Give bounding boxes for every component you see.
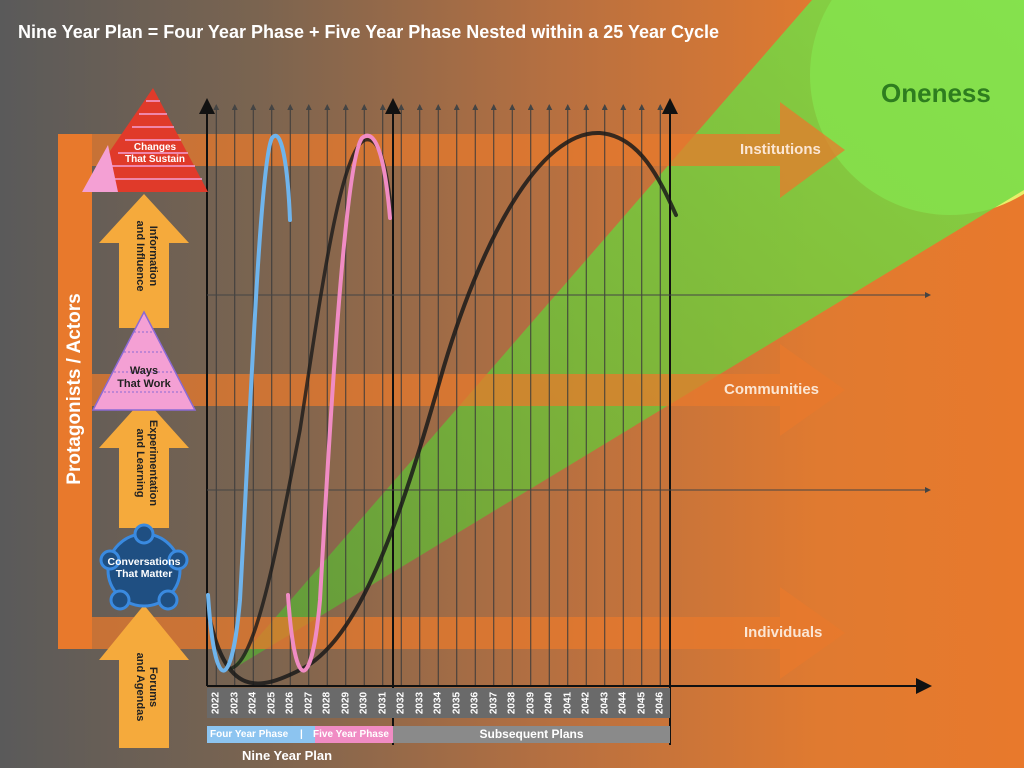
year-label: 2046 [654,691,666,715]
phase-bar-four [207,726,315,743]
year-label: 2030 [358,691,370,715]
level-information: Information and Influence [134,220,159,292]
year-label: 2042 [580,691,592,715]
year-label: 2032 [395,691,407,715]
phase-label-four-year: Four Year Phase [210,729,289,740]
year-grid-lines [213,104,664,686]
arrow-information [99,194,189,328]
year-label: 2027 [303,691,315,715]
band-label-individuals: Individuals [744,624,823,641]
arrow-experimentation [99,398,189,528]
phase-bar-subsequent [393,726,670,743]
level-forums: Forums and Agendas [134,652,159,722]
year-label: 2033 [414,691,426,715]
glow-beam [228,0,1024,672]
year-label: 2038 [506,691,518,715]
phase-separator: | [300,729,303,740]
phase-label-five-year: Five Year Phase [313,729,389,740]
year-label: 2035 [451,691,463,715]
year-label: 2024 [247,691,259,715]
year-label: 2023 [229,691,241,715]
band-arrow-communities [90,344,845,436]
level-conversations: Conversations That Matter [107,556,181,581]
pyramid-icon [82,88,208,192]
band-label-communities: Communities [724,381,820,398]
year-label: 2028 [321,691,333,715]
level-experimentation: Experimentation and Learning [134,419,159,507]
year-label: 2036 [469,691,481,715]
level-ways: Ways That Work [117,365,171,390]
year-label: 2043 [599,691,611,715]
year-label: 2037 [488,691,500,715]
year-label: 2025 [266,691,278,715]
phase-label-subsequent: Subsequent Plans [479,727,584,741]
year-label: 2039 [525,691,537,715]
year-label: 2041 [562,691,574,715]
band-arrow-individuals [90,587,845,679]
year-label: 2045 [636,691,648,715]
year-label: 2044 [617,691,629,715]
year-strip [207,688,670,718]
goal-label: Oneness [881,78,991,108]
five-year-curve [286,133,392,673]
year-label: 2034 [432,691,444,715]
year-label: 2031 [377,691,389,715]
people-circle-icon [99,523,189,611]
year-label: 2029 [340,691,352,715]
cycle-curve [206,130,678,686]
level-changes: Changes That Sustain [124,142,185,165]
band-label-institutions: Institutions [740,141,821,158]
nine-year-plan-label: Nine Year Plan [242,748,333,763]
actors-bar [58,134,92,649]
four-year-curve [206,133,292,673]
page-title: Nine Year Plan = Four Year Phase + Five … [18,22,720,42]
year-label: 2040 [543,691,555,715]
phase-bar-five [315,726,393,743]
triangle-icon [91,310,197,411]
band-arrow-institutions [90,102,845,198]
arrow-forums [99,605,189,748]
year-label: 2026 [284,691,296,715]
year-label: 2022 [210,691,222,715]
